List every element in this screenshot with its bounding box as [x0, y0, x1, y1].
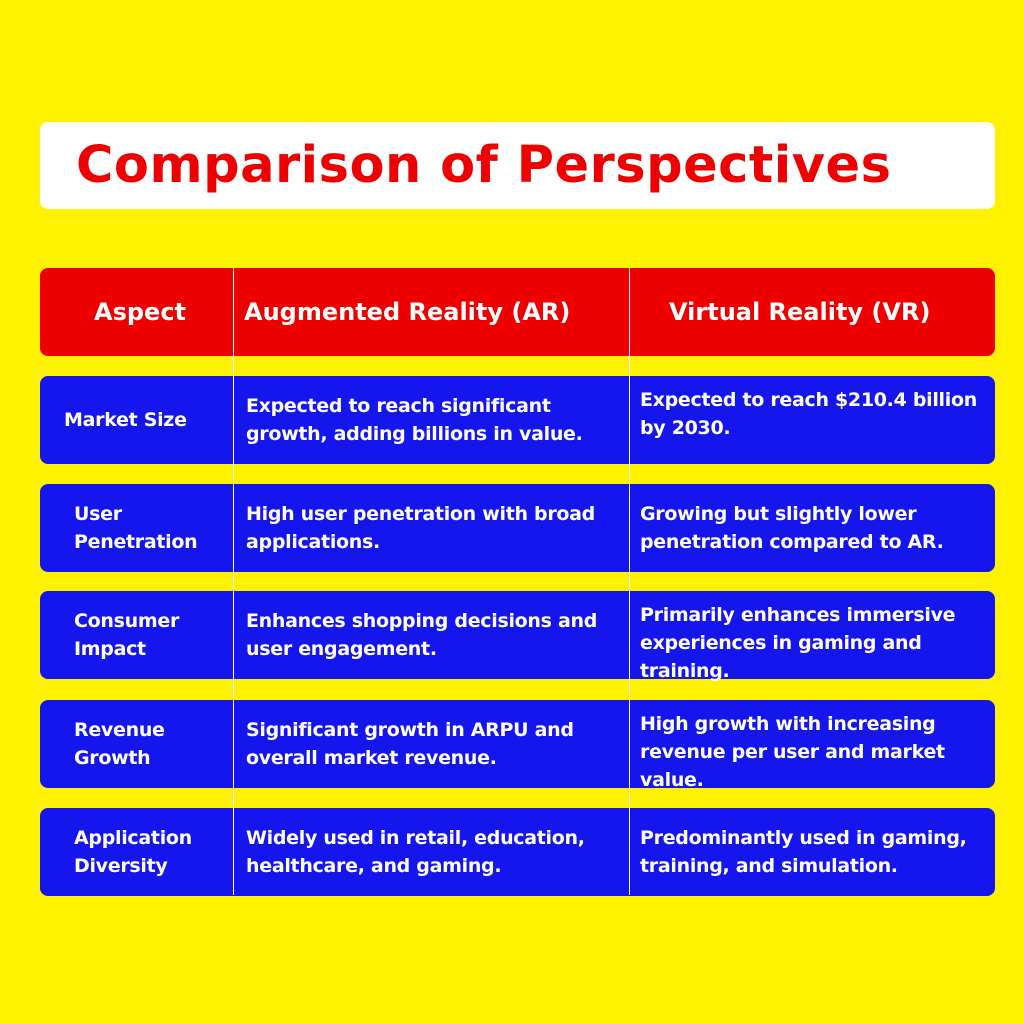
- table-row-revenue-growth: Revenue Growth Significant growth in ARP…: [40, 700, 995, 791]
- aspect-cell: Revenue Growth: [74, 719, 165, 769]
- header-ar: Augmented Reality (AR): [244, 298, 571, 326]
- aspect-cell: User Penetration: [74, 503, 198, 553]
- header-vr: Virtual Reality (VR): [669, 298, 931, 326]
- page-title: Comparison of Perspectives: [76, 136, 892, 195]
- ar-cell: Widely used in retail, education, health…: [246, 827, 585, 877]
- aspect-cell: Consumer Impact: [74, 610, 180, 660]
- header-aspect: Aspect: [94, 298, 187, 326]
- vr-cell: Primarily enhances immersive experiences…: [640, 604, 956, 682]
- ar-cell: Significant growth in ARPU and overall m…: [246, 719, 574, 769]
- table-row-user-penetration: User Penetration High user penetration w…: [40, 484, 995, 572]
- title-banner: Comparison of Perspectives: [40, 122, 995, 209]
- vr-cell: High growth with increasing revenue per …: [640, 713, 945, 791]
- aspect-cell: Market Size: [64, 409, 187, 431]
- ar-cell: High user penetration with broad applica…: [246, 503, 595, 553]
- vr-cell: Expected to reach $210.4 billion by 2030…: [640, 389, 977, 439]
- ar-cell: Expected to reach significant growth, ad…: [246, 395, 583, 445]
- aspect-cell: Application Diversity: [74, 827, 192, 877]
- table-row-consumer-impact: Consumer Impact Enhances shopping decisi…: [40, 591, 995, 682]
- vr-cell: Predominantly used in gaming, training, …: [640, 827, 967, 877]
- table-row-market-size: Market Size Expected to reach significan…: [40, 376, 995, 464]
- table-row-application-diversity: Application Diversity Widely used in ret…: [40, 808, 995, 896]
- column-divider: [629, 268, 630, 895]
- column-divider: [233, 268, 234, 895]
- table-header-row: Aspect Augmented Reality (AR) Virtual Re…: [40, 268, 995, 356]
- vr-cell: Growing but slightly lower penetration c…: [640, 503, 944, 553]
- ar-cell: Enhances shopping decisions and user eng…: [246, 610, 598, 660]
